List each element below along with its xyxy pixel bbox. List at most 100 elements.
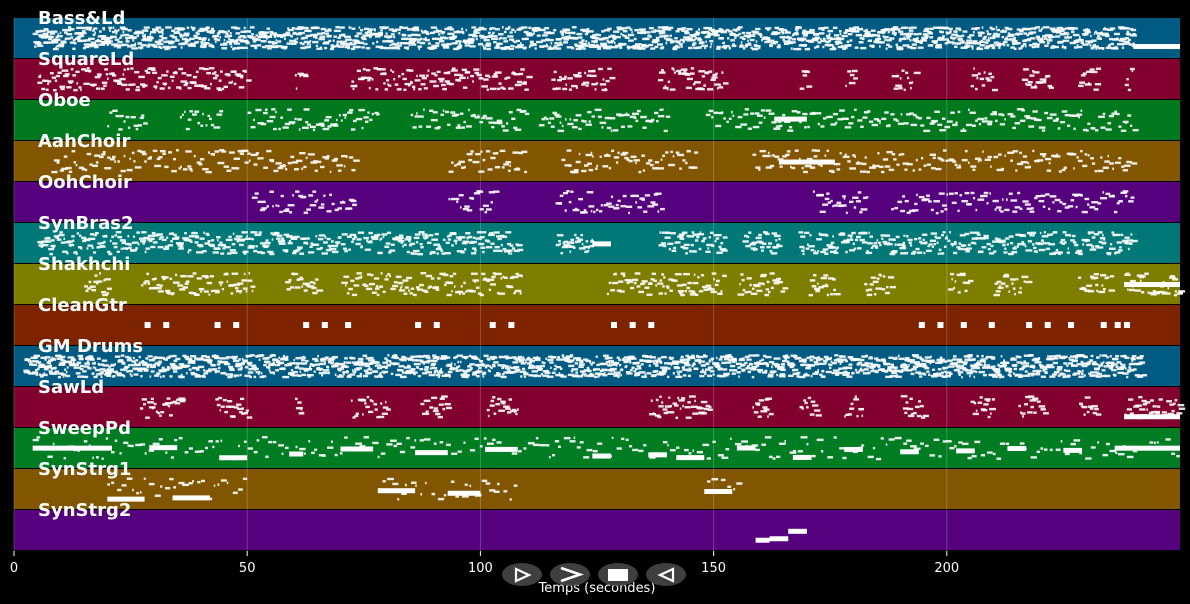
note (254, 192, 259, 195)
note (159, 46, 163, 49)
note (375, 285, 379, 288)
note (622, 34, 625, 37)
note (41, 373, 48, 377)
note (859, 238, 865, 242)
note (963, 248, 969, 251)
note (371, 112, 374, 116)
note (819, 210, 826, 214)
note (363, 236, 369, 240)
note (359, 242, 361, 246)
note (357, 360, 362, 363)
note (615, 161, 619, 164)
note (758, 233, 762, 237)
note (1034, 45, 1040, 48)
note (95, 87, 100, 90)
note (622, 274, 626, 278)
note (1042, 241, 1046, 245)
note (1105, 128, 1112, 131)
note (71, 235, 75, 238)
note (616, 26, 622, 29)
note (579, 74, 582, 78)
note (935, 43, 942, 47)
note (188, 44, 195, 47)
note (751, 241, 758, 244)
note (426, 125, 432, 128)
note (355, 242, 360, 246)
note (608, 117, 616, 120)
note (1016, 28, 1020, 31)
note (456, 290, 464, 294)
note (751, 287, 755, 290)
note (343, 35, 350, 38)
note (507, 35, 514, 38)
note (1117, 42, 1124, 46)
note (635, 161, 637, 165)
note (314, 34, 318, 37)
note (204, 276, 209, 279)
note (235, 290, 243, 293)
note (219, 36, 222, 39)
note (217, 88, 223, 92)
note (92, 33, 96, 36)
note (822, 203, 829, 206)
note (128, 369, 134, 373)
note (990, 244, 994, 248)
note (824, 197, 830, 201)
note (655, 284, 658, 287)
note (561, 34, 564, 37)
note (715, 72, 718, 76)
note (662, 86, 669, 90)
note (563, 41, 569, 44)
note (145, 357, 149, 360)
note (203, 231, 205, 235)
note (36, 30, 39, 33)
note (221, 47, 228, 50)
note (1126, 77, 1129, 81)
note (295, 27, 301, 31)
note (514, 249, 520, 253)
note (363, 76, 371, 80)
note (779, 35, 787, 39)
note (463, 281, 466, 285)
note (86, 247, 89, 250)
note (633, 37, 637, 41)
note (100, 290, 106, 294)
note (660, 158, 663, 161)
note (301, 167, 304, 170)
note (873, 118, 879, 121)
note (754, 45, 761, 48)
note (865, 289, 869, 292)
note (778, 237, 781, 241)
note (493, 40, 497, 44)
note (595, 82, 599, 85)
note (666, 286, 670, 289)
note (944, 42, 949, 45)
note (318, 368, 323, 371)
note (272, 45, 278, 48)
note (180, 373, 183, 377)
note (354, 363, 358, 366)
note (622, 151, 629, 155)
note (318, 206, 325, 209)
note (101, 241, 105, 245)
note (137, 124, 143, 127)
note (349, 373, 356, 376)
note (205, 124, 208, 127)
note (457, 238, 462, 241)
note (49, 32, 56, 35)
track-notes (37, 67, 1135, 92)
note (578, 127, 582, 131)
note (689, 72, 695, 75)
note (602, 165, 609, 168)
track-notes (251, 190, 1135, 215)
note (524, 46, 527, 49)
note (980, 194, 983, 198)
note (1095, 129, 1099, 132)
note (123, 120, 126, 123)
note (263, 363, 267, 367)
note (185, 150, 192, 153)
note (399, 286, 402, 290)
note (587, 30, 594, 33)
note (935, 46, 943, 49)
note (407, 84, 411, 87)
